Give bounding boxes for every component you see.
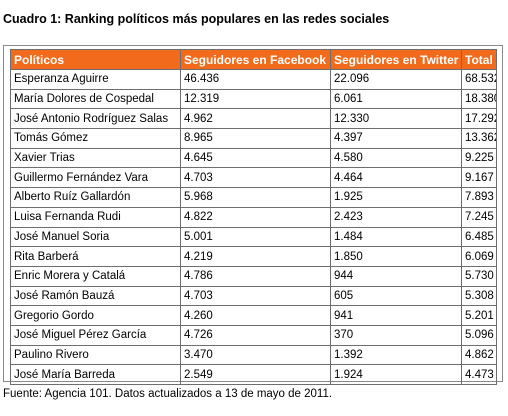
total-followers-cell: 18.380 — [461, 88, 497, 109]
politician-name-cell: José Antonio Rodríguez Salas — [10, 108, 180, 129]
twitter-followers-cell: 944 — [330, 265, 461, 286]
facebook-followers-cell: 2.549 — [180, 364, 330, 385]
total-followers-cell: 68.532 — [461, 69, 497, 89]
header-facebook: Seguidores en Facebook — [180, 49, 330, 69]
header-politicos: Políticos — [10, 49, 180, 69]
total-followers-cell: 6.485 — [461, 226, 497, 247]
politician-name-cell: Gregorio Gordo — [10, 305, 180, 325]
source-note: Fuente: Agencia 101. Datos actualizados … — [3, 388, 333, 400]
twitter-followers-cell: 1.392 — [330, 344, 461, 365]
table-row: Esperanza Aguirre 46.436 22.096 68.532 — [10, 69, 497, 89]
table-row: Xavier Trias 4.645 4.580 9.225 — [10, 147, 497, 168]
table-row: Tomás Gómez 8.965 4.397 13.362 — [10, 128, 497, 148]
facebook-followers-cell: 4.822 — [180, 206, 330, 227]
table-row: José Manuel Soria 5.001 1.484 6.485 — [10, 226, 497, 247]
politician-name-cell: Enric Morera y Catalá — [10, 265, 180, 286]
facebook-followers-cell: 4.726 — [180, 324, 330, 345]
facebook-followers-cell: 46.436 — [180, 69, 330, 89]
twitter-followers-cell: 4.464 — [330, 167, 461, 188]
twitter-followers-cell: 1.484 — [330, 226, 461, 247]
table-row: José Antonio Rodríguez Salas 4.962 12.330 1… — [10, 108, 497, 129]
total-followers-cell: 5.096 — [461, 324, 497, 345]
twitter-followers-cell: 12.330 — [330, 108, 461, 129]
facebook-followers-cell: 4.962 — [180, 108, 330, 129]
header-total: Total — [461, 49, 497, 69]
facebook-followers-cell: 4.219 — [180, 246, 330, 266]
table-row: Enric Morera y Catalá 4.786 944 5.730 — [10, 265, 497, 286]
total-followers-cell: 4.473 — [461, 364, 497, 385]
twitter-followers-cell: 1.925 — [330, 187, 461, 207]
politician-name-cell: María Dolores de Cospedal — [10, 88, 180, 109]
facebook-followers-cell: 4.645 — [180, 147, 330, 168]
total-followers-cell: 5.308 — [461, 285, 497, 306]
politician-name-cell: José Manuel Soria — [10, 226, 180, 247]
twitter-followers-cell: 941 — [330, 305, 461, 325]
total-followers-cell: 5.201 — [461, 305, 497, 325]
facebook-followers-cell: 4.786 — [180, 265, 330, 286]
twitter-followers-cell: 1.924 — [330, 364, 461, 385]
twitter-followers-cell: 4.580 — [330, 147, 461, 168]
politician-name-cell: Xavier Trias — [10, 147, 180, 168]
twitter-followers-cell: 605 — [330, 285, 461, 306]
table-body: Esperanza Aguirre 46.436 22.096 68.532 María… — [10, 69, 497, 385]
table-header-row: Políticos Seguidores en Facebook Seguido… — [10, 49, 497, 69]
politician-name-cell: Rita Barberá — [10, 246, 180, 266]
table-row: Rita Barberá 4.219 1.850 6.069 — [10, 246, 497, 266]
facebook-followers-cell: 5.001 — [180, 226, 330, 247]
twitter-followers-cell: 1.850 — [330, 246, 461, 266]
politician-name-cell: José Ramón Bauzá — [10, 285, 180, 306]
table-row: José María Barreda 2.549 1.924 4.473 — [10, 364, 497, 385]
table-row: José Miguel Pérez García 4.726 370 5.096 — [10, 324, 497, 345]
twitter-followers-cell: 22.096 — [330, 69, 461, 89]
table-row: Paulino Rivero 3.470 1.392 4.862 — [10, 344, 497, 365]
table-row: Gregorio Gordo 4.260 941 5.201 — [10, 305, 497, 325]
twitter-followers-cell: 4.397 — [330, 128, 461, 148]
header-twitter: Seguidores en Twitter — [330, 49, 461, 69]
table-row: Luisa Fernanda Rudi 4.822 2.423 7.245 — [10, 206, 497, 227]
twitter-followers-cell: 370 — [330, 324, 461, 345]
twitter-followers-cell: 2.423 — [330, 206, 461, 227]
total-followers-cell: 4.862 — [461, 344, 497, 365]
politician-name-cell: Paulino Rivero — [10, 344, 180, 365]
table-row: Guillermo Fernández Vara 4.703 4.464 9.167 — [10, 167, 497, 188]
total-followers-cell: 7.245 — [461, 206, 497, 227]
twitter-followers-cell: 6.061 — [330, 88, 461, 109]
total-followers-cell: 17.292 — [461, 108, 497, 129]
total-followers-cell: 9.167 — [461, 167, 497, 188]
table-caption: Cuadro 1: Ranking políticos más populare… — [3, 12, 390, 26]
politician-name-cell: Luisa Fernanda Rudi — [10, 206, 180, 227]
politician-name-cell: José Miguel Pérez García — [10, 324, 180, 345]
table-frame: Políticos Seguidores en Facebook Seguido… — [3, 45, 503, 385]
politician-name-cell: Guillermo Fernández Vara — [10, 167, 180, 188]
total-followers-cell: 5.730 — [461, 265, 497, 286]
politician-name-cell: José María Barreda — [10, 364, 180, 385]
facebook-followers-cell: 4.703 — [180, 285, 330, 306]
total-followers-cell: 13.362 — [461, 128, 497, 148]
facebook-followers-cell: 4.260 — [180, 305, 330, 325]
facebook-followers-cell: 4.703 — [180, 167, 330, 188]
table-row: Alberto Ruíz Gallardón 5.968 1.925 7.893 — [10, 187, 497, 207]
total-followers-cell: 6.069 — [461, 246, 497, 266]
total-followers-cell: 9.225 — [461, 147, 497, 168]
table-row: José Ramón Bauzá 4.703 605 5.308 — [10, 285, 497, 306]
facebook-followers-cell: 12.319 — [180, 88, 330, 109]
politician-name-cell: Esperanza Aguirre — [10, 69, 180, 89]
facebook-followers-cell: 8.965 — [180, 128, 330, 148]
politician-name-cell: Alberto Ruíz Gallardón — [10, 187, 180, 207]
politician-name-cell: Tomás Gómez — [10, 128, 180, 148]
facebook-followers-cell: 3.470 — [180, 344, 330, 365]
total-followers-cell: 7.893 — [461, 187, 497, 207]
facebook-followers-cell: 5.968 — [180, 187, 330, 207]
ranking-table: Políticos Seguidores en Facebook Seguido… — [10, 49, 497, 385]
table-row: María Dolores de Cospedal 12.319 6.061 18.3… — [10, 88, 497, 109]
